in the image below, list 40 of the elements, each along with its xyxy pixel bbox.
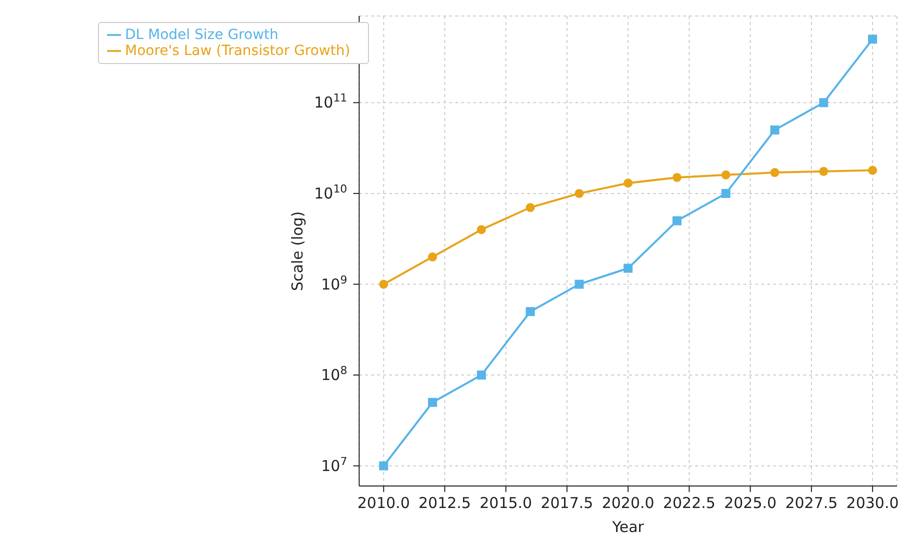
point xyxy=(379,461,388,470)
legend-label: Moore's Law (Transistor Growth) xyxy=(125,43,350,59)
x-tick-label: 2025.0 xyxy=(724,494,777,512)
x-tick-label: 2010.0 xyxy=(357,494,410,512)
x-tick-label: 2017.5 xyxy=(540,494,594,512)
point xyxy=(379,280,388,289)
point xyxy=(574,188,584,198)
point xyxy=(624,264,633,273)
x-tick-label: 2027.5 xyxy=(785,494,838,512)
y-tick-label: 10$^{7}$ xyxy=(321,454,348,475)
y-axis-title: Scale (log) xyxy=(288,211,307,291)
x-axis-title: Year xyxy=(611,518,645,536)
x-tick-label: 2030.0 xyxy=(846,494,899,512)
point xyxy=(672,216,682,226)
point xyxy=(476,225,486,234)
x-tick-label: 2015.0 xyxy=(480,494,532,512)
x-tick-label: 2012.5 xyxy=(418,494,471,512)
point xyxy=(428,252,438,262)
y-tick-label: 10$^{11}$ xyxy=(314,91,348,112)
y-tick-label: 10$^{9}$ xyxy=(321,272,348,294)
point xyxy=(868,34,878,44)
point xyxy=(819,98,828,108)
point xyxy=(526,307,535,316)
point xyxy=(770,125,780,134)
point xyxy=(672,172,682,182)
point xyxy=(721,170,730,180)
point xyxy=(770,168,780,178)
point xyxy=(428,398,438,407)
x-tick-label: 2020.0 xyxy=(602,494,654,512)
point xyxy=(476,370,486,380)
point xyxy=(574,280,584,289)
y-tick-label: 10$^{8}$ xyxy=(321,364,348,384)
point xyxy=(868,166,878,175)
point xyxy=(526,203,535,212)
legend-label: DL Model Size Growth xyxy=(125,27,278,43)
point xyxy=(624,178,633,188)
x-tick-label: 2022.5 xyxy=(662,494,716,512)
point xyxy=(721,188,730,198)
y-tick-label: 10$^{10}$ xyxy=(314,182,348,202)
point xyxy=(819,166,828,176)
